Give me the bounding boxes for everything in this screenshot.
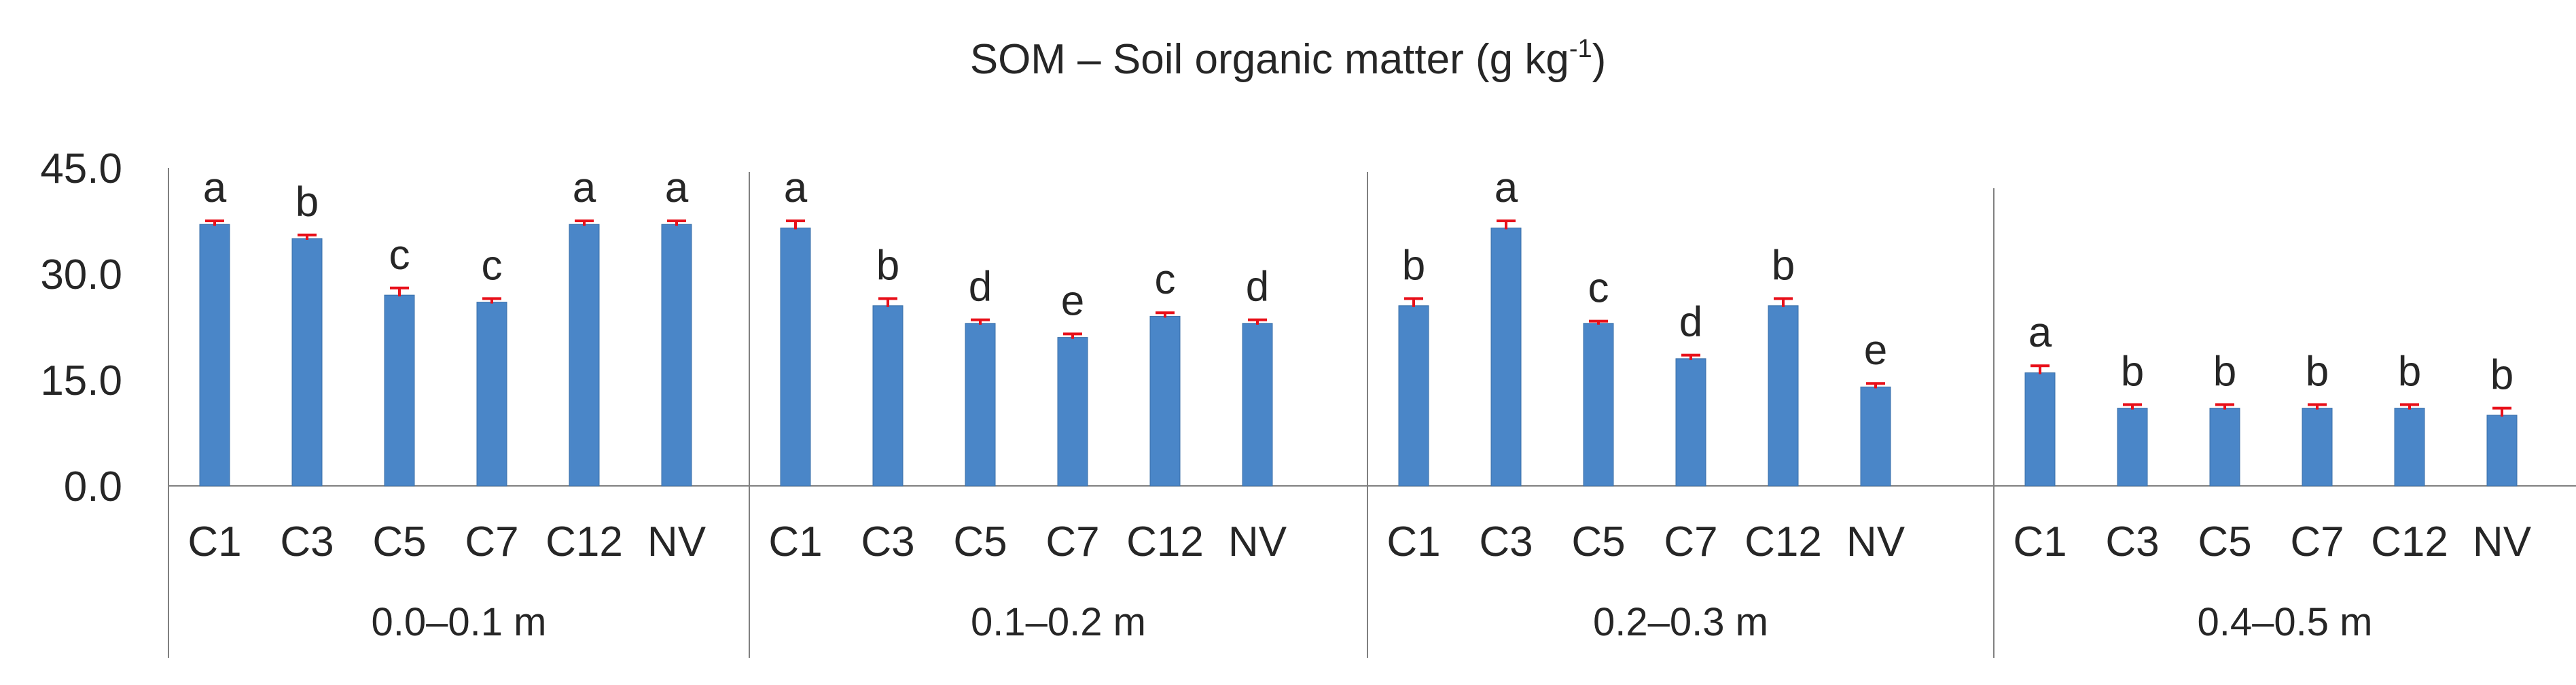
- significance-letter: b: [296, 179, 319, 226]
- depth-label: 0.1–0.2 m: [971, 600, 1146, 644]
- category-label: C7: [2290, 519, 2344, 565]
- category-label: C1: [187, 519, 241, 565]
- depth-label: 0.2–0.3 m: [1593, 600, 1768, 644]
- category-label: NV: [647, 519, 706, 565]
- bar: [199, 224, 230, 487]
- significance-letter: b: [2213, 348, 2236, 395]
- category-label: C3: [280, 519, 334, 565]
- significance-letter: b: [2398, 348, 2421, 395]
- significance-letter: b: [2490, 352, 2514, 399]
- significance-letter: e: [1864, 327, 1887, 374]
- significance-letter: b: [2121, 348, 2144, 395]
- significance-letter: d: [1246, 264, 1269, 311]
- panel-4: a C1 b C3 b C5 b C7 b C12 b NV 0.4–0.5 m: [1993, 188, 2576, 658]
- category-label: C5: [2198, 519, 2251, 565]
- bar: [2486, 415, 2518, 487]
- category-label: NV: [1228, 519, 1287, 565]
- category-label: C12: [1745, 519, 1822, 565]
- bar: [872, 305, 904, 487]
- bar: [2209, 408, 2240, 487]
- category-label: C7: [465, 519, 518, 565]
- category-label: C1: [768, 519, 822, 565]
- category-label: C12: [2371, 519, 2448, 565]
- significance-letter: b: [2306, 348, 2329, 395]
- bar: [1057, 337, 1088, 487]
- chart-title: SOM – Soil organic matter (g kg-1): [970, 35, 1607, 83]
- significance-letter: a: [573, 164, 596, 211]
- category-label: C5: [1571, 519, 1625, 565]
- bar: [1675, 358, 1706, 487]
- category-label: C3: [2105, 519, 2159, 565]
- chart-title-main: SOM – Soil organic matter (g kg: [970, 36, 1569, 83]
- category-label: C7: [1664, 519, 1717, 565]
- y-tick-label: 30.0: [40, 251, 122, 298]
- bar: [291, 238, 323, 487]
- category-label: C12: [545, 519, 623, 565]
- category-label: NV: [2473, 519, 2532, 565]
- category-label: NV: [1846, 519, 1906, 565]
- category-label: C7: [1045, 519, 1099, 565]
- bar: [569, 224, 600, 487]
- category-label: C5: [953, 519, 1007, 565]
- significance-letter: c: [1155, 256, 1176, 303]
- bar: [780, 227, 811, 487]
- significance-letter: b: [1402, 242, 1425, 289]
- bar: [965, 323, 996, 487]
- category-label: C3: [1479, 519, 1533, 565]
- y-tick-label: 45.0: [40, 145, 122, 192]
- significance-letter: a: [665, 164, 689, 211]
- depth-label: 0.4–0.5 m: [2198, 600, 2373, 644]
- panel-1: a C1 b C3 c C5 c C7 a C12 a NV 0.0–0.1 m: [168, 164, 749, 658]
- bar: [1583, 323, 1614, 487]
- depth-label: 0.0–0.1 m: [372, 600, 547, 644]
- bar: [2117, 408, 2148, 487]
- significance-letter: c: [482, 242, 503, 289]
- bar: [384, 294, 415, 487]
- bar: [2302, 408, 2333, 487]
- chart-panels: a C1 b C3 c C5 c C7 a C12 a NV 0.0–0.1 m a C1 b C3 d C5 e C7…: [168, 164, 2576, 658]
- significance-letter: d: [1679, 299, 1702, 346]
- bar: [1398, 305, 1429, 487]
- significance-letter: b: [876, 242, 899, 289]
- y-axis: 0.0 15.0 30.0 45.0: [40, 145, 122, 510]
- significance-letter: d: [969, 264, 992, 311]
- significance-letter: e: [1061, 277, 1084, 324]
- panel-2: a C1 b C3 d C5 e C7 c C12 d NV 0.1–0.2 m: [749, 164, 1367, 658]
- significance-letter: a: [203, 164, 227, 211]
- category-label: C1: [2013, 519, 2067, 565]
- significance-letter: a: [1495, 164, 1518, 211]
- significance-letter: a: [784, 164, 808, 211]
- bar: [1490, 227, 1522, 487]
- significance-letter: c: [1588, 265, 1609, 312]
- significance-letter: a: [2028, 309, 2052, 356]
- y-tick-label: 15.0: [40, 357, 122, 404]
- y-tick-label: 0.0: [64, 463, 122, 510]
- bar: [1242, 323, 1273, 487]
- category-label: C12: [1126, 519, 1204, 565]
- panel-3: b C1 a C3 c C5 d C7 b C12 e NV 0.2–0.3 m: [1367, 164, 1994, 658]
- bar: [2024, 372, 2056, 487]
- chart-title-superscript: -1: [1569, 35, 1592, 63]
- category-label: C5: [372, 519, 426, 565]
- bar: [476, 302, 507, 487]
- significance-letter: b: [1772, 242, 1795, 289]
- significance-letter: c: [389, 232, 410, 279]
- category-label: C1: [1387, 519, 1440, 565]
- bar: [1860, 386, 1891, 487]
- chart-title-close: ): [1592, 36, 1607, 83]
- bar: [1149, 315, 1181, 487]
- bar: [661, 224, 692, 487]
- bar: [2394, 408, 2425, 487]
- category-label: C3: [861, 519, 914, 565]
- bar: [1768, 305, 1799, 487]
